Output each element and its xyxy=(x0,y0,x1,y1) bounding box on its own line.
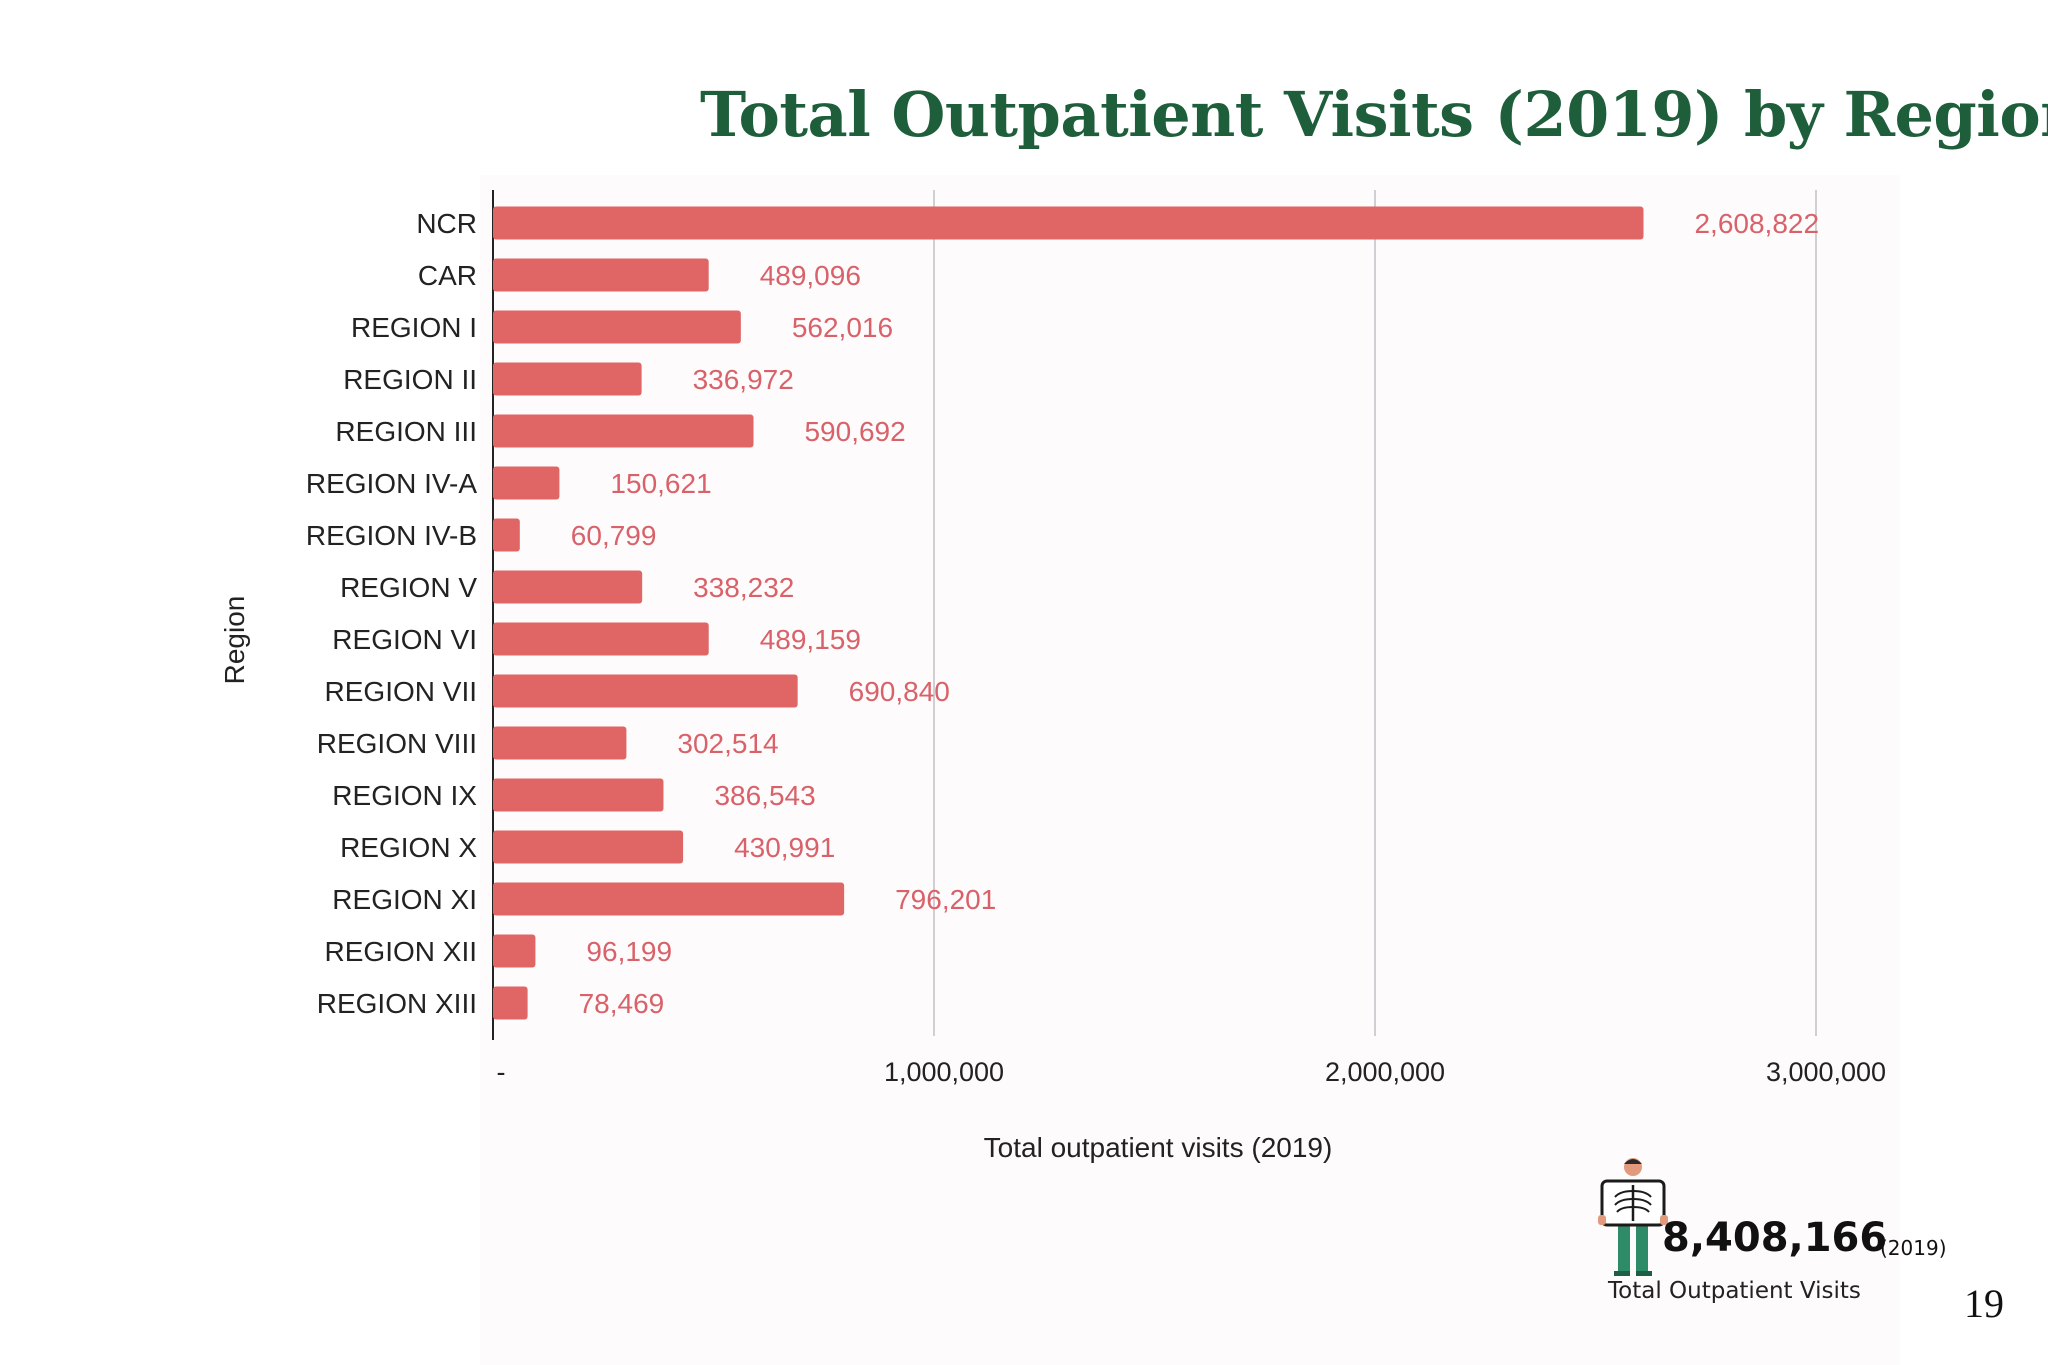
total-visits-value: 8,408,166 xyxy=(1662,1215,1888,1261)
bar xyxy=(493,882,845,916)
category-label: NCR xyxy=(416,208,477,239)
category-label: REGION X xyxy=(340,832,477,863)
total-visits-label: Total Outpatient Visits xyxy=(1608,1278,1861,1304)
bar-value-label: 562,016 xyxy=(792,312,893,343)
bar xyxy=(493,674,798,708)
bar xyxy=(493,206,1644,240)
category-label: REGION III xyxy=(335,416,477,447)
category-label: REGION VI xyxy=(332,624,477,655)
bar xyxy=(493,258,709,292)
category-label: REGION VII xyxy=(325,676,477,707)
patient-xray-icon xyxy=(1598,1158,1668,1276)
total-visits-year: (2019) xyxy=(1880,1236,1947,1260)
page-title: Total Outpatient Visits (2019) by Region xyxy=(700,78,2048,151)
x-axis-title: Total outpatient visits (2019) xyxy=(984,1132,1333,1163)
bar xyxy=(493,986,528,1020)
x-tick-label: 2,000,000 xyxy=(1325,1057,1445,1087)
bar-value-label: 386,543 xyxy=(714,780,815,811)
y-axis-title: Region xyxy=(219,596,250,685)
bar-value-label: 690,840 xyxy=(849,676,950,707)
chart-background xyxy=(480,175,1900,1365)
bar xyxy=(493,622,709,656)
bar xyxy=(493,362,642,396)
bar-value-label: 96,199 xyxy=(586,936,672,967)
category-label: REGION IV-A xyxy=(306,468,477,499)
category-label: REGION VIII xyxy=(317,728,477,759)
bar-value-label: 2,608,822 xyxy=(1694,208,1819,239)
bar xyxy=(493,466,560,500)
bar xyxy=(493,830,684,864)
bar-value-label: 338,232 xyxy=(693,572,794,603)
x-tick-label: - xyxy=(497,1057,506,1087)
bar xyxy=(493,414,754,448)
bar-value-label: 590,692 xyxy=(804,416,905,447)
bar-value-label: 796,201 xyxy=(895,884,996,915)
category-label: REGION V xyxy=(340,572,477,603)
category-label: REGION IX xyxy=(332,780,477,811)
bar xyxy=(493,310,741,344)
category-label: REGION II xyxy=(343,364,477,395)
x-tick-label: 1,000,000 xyxy=(884,1057,1004,1087)
bar-value-label: 302,514 xyxy=(677,728,778,759)
bar xyxy=(493,518,520,552)
category-label: CAR xyxy=(418,260,477,291)
bar-value-label: 430,991 xyxy=(734,832,835,863)
bar-value-label: 489,096 xyxy=(760,260,861,291)
bar-value-label: 336,972 xyxy=(693,364,794,395)
category-label: REGION I xyxy=(351,312,477,343)
category-label: REGION XI xyxy=(332,884,477,915)
page-number: 19 xyxy=(1964,1281,2004,1326)
category-label: REGION IV-B xyxy=(306,520,477,551)
bar xyxy=(493,570,643,604)
x-tick-label: 3,000,000 xyxy=(1766,1057,1886,1087)
bar-value-label: 60,799 xyxy=(571,520,657,551)
category-label: REGION XIII xyxy=(317,988,477,1019)
bar-value-label: 489,159 xyxy=(760,624,861,655)
bar xyxy=(493,934,536,968)
bar xyxy=(493,726,627,760)
bar xyxy=(493,778,664,812)
category-label: REGION XII xyxy=(325,936,477,967)
bar-value-label: 78,469 xyxy=(579,988,665,1019)
bar-value-label: 150,621 xyxy=(610,468,711,499)
